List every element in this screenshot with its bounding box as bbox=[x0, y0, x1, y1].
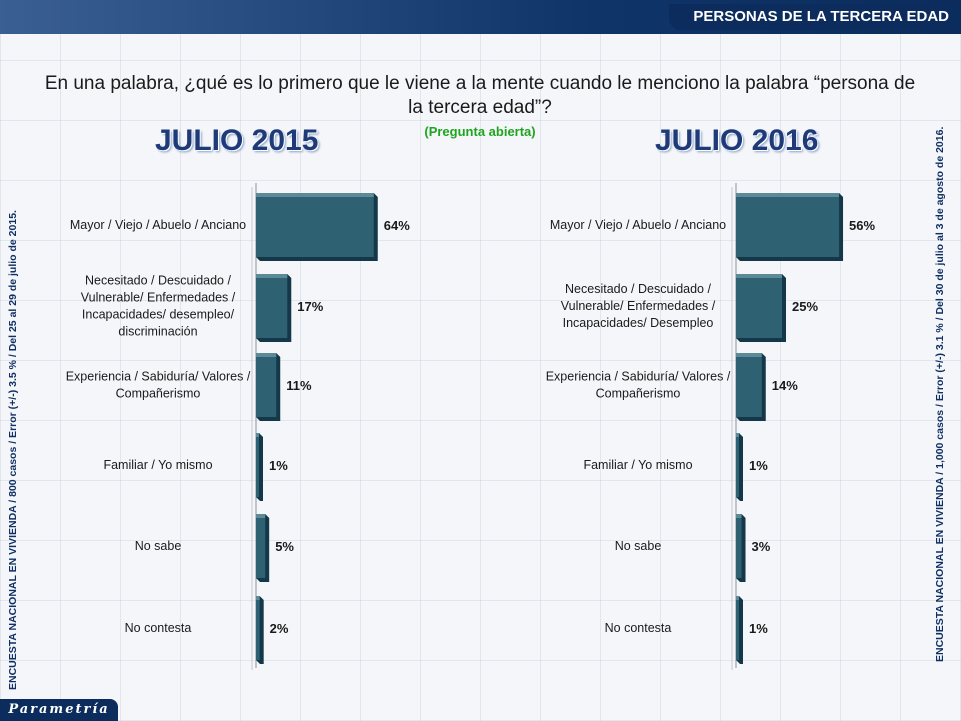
category-label-line: Compañerismo bbox=[116, 387, 201, 401]
bar bbox=[256, 193, 374, 257]
category-label-line: No contesta bbox=[605, 621, 672, 635]
category-label-line: Incapacidades/ desempleo/ bbox=[82, 308, 235, 322]
value-label: 11% bbox=[286, 378, 312, 393]
category-label: Necesitado / Descuidado / Vulnerable/ Enf… bbox=[561, 282, 716, 330]
bar bbox=[736, 193, 840, 257]
category-label-line: Necesitado / Descuidado / bbox=[85, 274, 231, 288]
chart-title-2016: JULIO 2016 bbox=[655, 124, 819, 157]
bar-highlight bbox=[256, 353, 277, 357]
category-label: Mayor / Viejo / Abuelo / Anciano bbox=[70, 218, 246, 232]
bar bbox=[256, 596, 260, 660]
category-label-line: No sabe bbox=[135, 539, 182, 553]
category-label: Familiar / Yo mismo bbox=[103, 458, 212, 472]
category-label: Experiencia / Sabiduría/ Valores / Compañ… bbox=[546, 370, 731, 401]
bar bbox=[256, 514, 266, 578]
bar bbox=[256, 353, 277, 417]
chart-title-2015: JULIO 2015 bbox=[155, 124, 319, 157]
parametria-logo: Parametría bbox=[0, 699, 118, 721]
bar-highlight bbox=[736, 193, 840, 197]
category-label-line: Necesitado / Descuidado / bbox=[565, 282, 711, 296]
bar bbox=[256, 274, 288, 338]
question-line-2: la tercera edad”? bbox=[408, 97, 552, 118]
category-label: Familiar / Yo mismo bbox=[583, 458, 692, 472]
category-label: Mayor / Viejo / Abuelo / Anciano bbox=[550, 218, 726, 232]
category-label-line: Familiar / Yo mismo bbox=[583, 458, 692, 472]
bar-highlight bbox=[736, 596, 739, 600]
category-label-line: Mayor / Viejo / Abuelo / Anciano bbox=[550, 218, 726, 232]
value-label: 64% bbox=[384, 218, 410, 233]
question-text: En una palabra, ¿qué es lo primero que l… bbox=[20, 72, 940, 120]
category-label-line: Incapacidades/ Desempleo bbox=[563, 316, 714, 330]
value-label: 5% bbox=[275, 539, 294, 554]
value-label: 56% bbox=[849, 218, 875, 233]
bar-highlight bbox=[256, 274, 288, 278]
bar-highlight bbox=[256, 596, 260, 600]
bar bbox=[736, 433, 739, 497]
header-bar: PERSONAS DE LA TERCERA EDAD bbox=[0, 0, 961, 34]
value-label: 1% bbox=[749, 458, 768, 473]
category-label-line: Experiencia / Sabiduría/ Valores / bbox=[546, 370, 731, 384]
bar-highlight bbox=[256, 514, 266, 518]
question-note: (Pregunta abierta) bbox=[424, 124, 536, 139]
bar-highlight bbox=[736, 514, 742, 518]
bar bbox=[736, 274, 782, 338]
category-label-line: No contesta bbox=[125, 621, 192, 635]
category-label: Necesitado / Descuidado / Vulnerable/ Enf… bbox=[81, 274, 236, 339]
bar-highlight bbox=[256, 193, 374, 197]
category-label-line: Familiar / Yo mismo bbox=[103, 458, 212, 472]
chart-2016: 56% Mayor / Viejo / Abuelo / Anciano 25% Ne… bbox=[546, 183, 875, 670]
bar-highlight bbox=[736, 274, 782, 278]
bar bbox=[736, 514, 742, 578]
question-line-1: En una palabra, ¿qué es lo primero que l… bbox=[44, 73, 916, 94]
category-label: No sabe bbox=[135, 539, 182, 553]
category-label-line: discriminación bbox=[118, 325, 197, 339]
category-label-line: Mayor / Viejo / Abuelo / Anciano bbox=[70, 218, 246, 232]
value-label: 1% bbox=[269, 458, 288, 473]
value-label: 2% bbox=[270, 621, 289, 636]
category-label-line: Vulnerable/ Enfermedades / bbox=[561, 299, 716, 313]
category-label: No contesta bbox=[605, 621, 672, 635]
value-label: 1% bbox=[749, 621, 768, 636]
value-label: 25% bbox=[792, 299, 818, 314]
header-title: PERSONAS DE LA TERCERA EDAD bbox=[669, 4, 961, 30]
value-label: 3% bbox=[752, 539, 771, 554]
category-label: No contesta bbox=[125, 621, 192, 635]
value-label: 17% bbox=[297, 299, 323, 314]
category-label-line: Vulnerable/ Enfermedades / bbox=[81, 291, 236, 305]
bar bbox=[256, 433, 259, 497]
bar-highlight bbox=[736, 353, 762, 357]
bar-highlight bbox=[256, 433, 259, 437]
category-label-line: Experiencia / Sabiduría/ Valores / bbox=[66, 370, 251, 384]
category-label: Experiencia / Sabiduría/ Valores / Compañ… bbox=[66, 370, 251, 401]
category-label-line: Compañerismo bbox=[596, 387, 681, 401]
bar-highlight bbox=[736, 433, 739, 437]
bar bbox=[736, 353, 762, 417]
category-label-line: No sabe bbox=[615, 539, 662, 553]
chart-2015: 64% Mayor / Viejo / Abuelo / Anciano 17% Ne… bbox=[66, 183, 410, 670]
category-label: No sabe bbox=[615, 539, 662, 553]
bar bbox=[736, 596, 739, 660]
value-label: 14% bbox=[772, 378, 798, 393]
